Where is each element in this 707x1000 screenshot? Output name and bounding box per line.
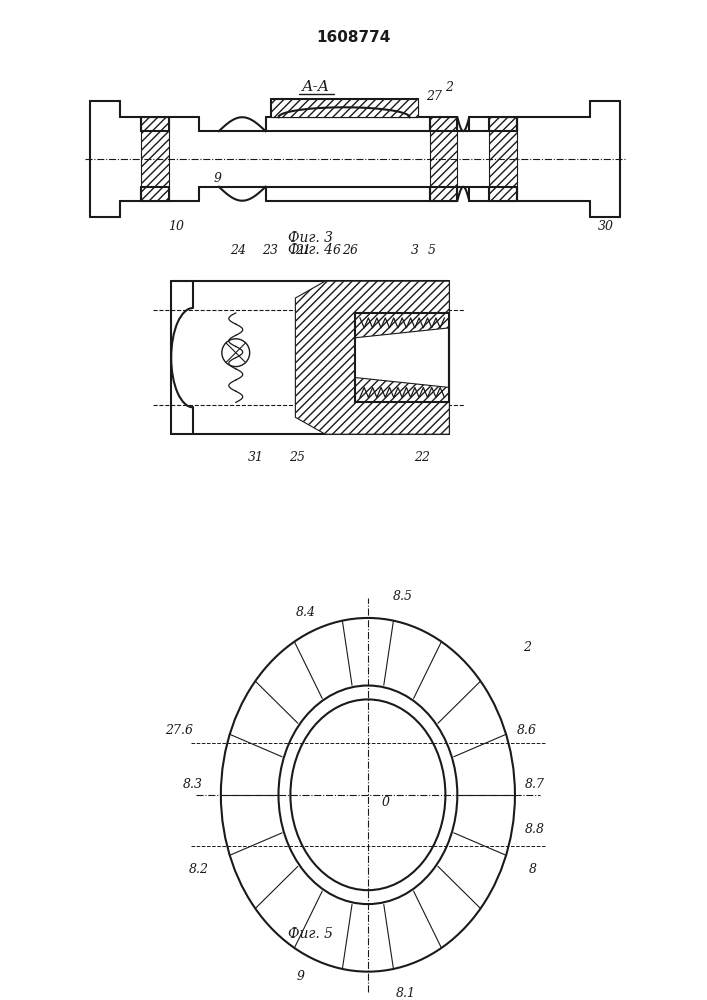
Text: А-А: А-А <box>302 80 330 94</box>
Text: 8.3: 8.3 <box>183 778 203 791</box>
Text: 8: 8 <box>529 863 537 876</box>
Text: 22: 22 <box>414 451 430 464</box>
Polygon shape <box>296 281 450 434</box>
Text: 8.8: 8.8 <box>525 823 545 836</box>
Text: 23: 23 <box>262 244 279 257</box>
Polygon shape <box>489 117 517 201</box>
Text: 8.2: 8.2 <box>189 863 209 876</box>
Text: Фиг. 3: Фиг. 3 <box>288 231 333 245</box>
Text: 2: 2 <box>445 81 453 94</box>
Text: 1608774: 1608774 <box>316 30 390 45</box>
Text: 21: 21 <box>296 244 311 257</box>
Text: 5: 5 <box>428 244 436 257</box>
Text: 27.6: 27.6 <box>165 724 193 737</box>
Text: 26: 26 <box>342 244 358 257</box>
Text: 8.4: 8.4 <box>296 606 316 619</box>
Text: 30: 30 <box>597 220 614 233</box>
Text: 25: 25 <box>289 451 305 464</box>
Text: Фиг. 4: Фиг. 4 <box>288 243 333 257</box>
Text: 24: 24 <box>230 244 246 257</box>
Text: 27: 27 <box>426 90 443 103</box>
Text: 9: 9 <box>296 970 304 983</box>
Text: 8.1: 8.1 <box>396 987 416 1000</box>
Text: 8.6: 8.6 <box>517 724 537 737</box>
Text: 9: 9 <box>214 172 222 185</box>
Text: 3: 3 <box>411 244 419 257</box>
Text: 0: 0 <box>382 796 390 809</box>
Polygon shape <box>430 117 457 201</box>
Text: 6: 6 <box>333 244 341 257</box>
Text: 2: 2 <box>523 641 531 654</box>
Text: 8.7: 8.7 <box>525 778 545 791</box>
Text: 10: 10 <box>168 220 184 233</box>
Text: Фиг. 5: Фиг. 5 <box>288 927 333 941</box>
Text: 8.5: 8.5 <box>392 590 413 603</box>
Text: 31: 31 <box>247 451 264 464</box>
Polygon shape <box>271 99 418 117</box>
Polygon shape <box>141 117 169 201</box>
